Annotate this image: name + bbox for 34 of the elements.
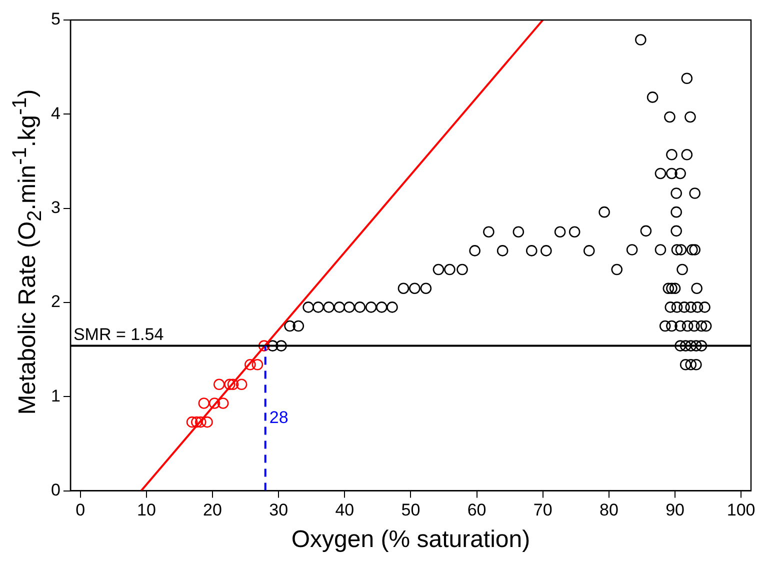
y-tick-label: 1	[50, 386, 60, 406]
x-axis-title: Oxygen (% saturation)	[291, 526, 530, 554]
x-tick-label: 0	[76, 500, 86, 520]
ref-line-label: 28	[269, 408, 288, 427]
point	[227, 378, 239, 390]
point	[217, 398, 229, 409]
y-tick-label: 0	[50, 480, 60, 500]
x-tick-label: 30	[269, 500, 288, 520]
x-tick-label: 50	[401, 500, 420, 520]
x-tick-label: 60	[467, 500, 486, 520]
point	[198, 398, 210, 409]
point	[186, 416, 198, 428]
x-tick-label: 100	[726, 500, 756, 520]
point	[208, 398, 220, 409]
point	[191, 416, 202, 428]
y-tick-label: 3	[50, 198, 60, 218]
x-tick-label: 10	[136, 500, 156, 520]
point	[258, 340, 270, 352]
point	[213, 378, 225, 390]
point	[236, 378, 248, 390]
y-tick-label: 2	[50, 292, 60, 312]
x-tick-label: 20	[203, 500, 222, 520]
point	[224, 378, 236, 390]
ref-line-label: SMR = 1.54	[73, 324, 164, 344]
x-tick-label: 70	[533, 500, 552, 520]
point	[194, 416, 206, 428]
y-tick-label: 4	[50, 104, 60, 123]
x-tick-label: 80	[599, 500, 618, 520]
point	[202, 416, 213, 428]
point	[252, 358, 264, 370]
point	[244, 358, 256, 370]
x-tick-label: 40	[335, 500, 354, 520]
y-tick-label: 5	[50, 10, 60, 29]
x-tick-label: 90	[666, 500, 684, 520]
